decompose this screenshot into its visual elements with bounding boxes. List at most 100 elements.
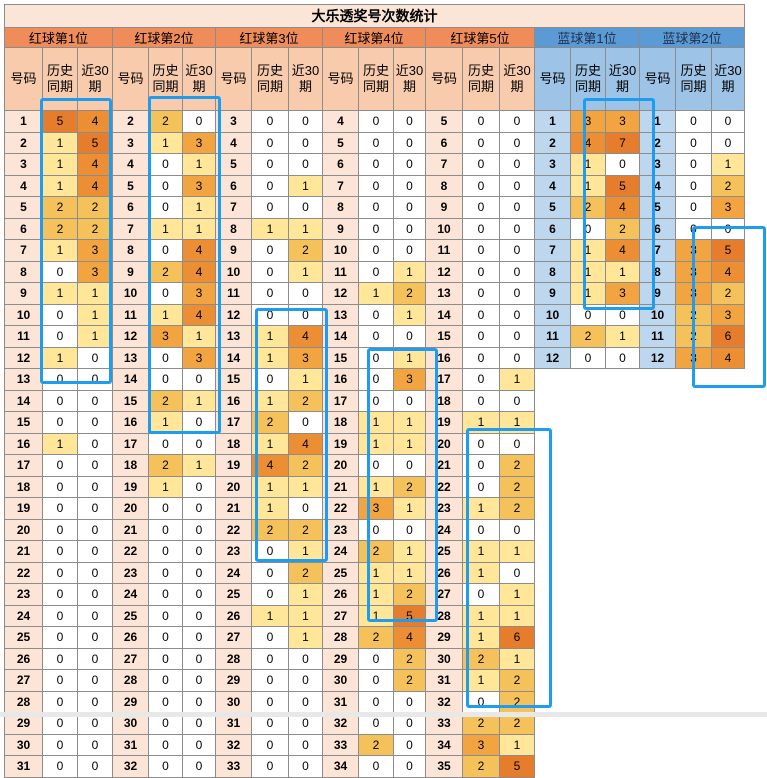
recent30-count: 0 — [711, 131, 745, 154]
ball-number: 17 — [4, 454, 43, 477]
recent30-count: 1 — [182, 153, 216, 176]
history-count: 2 — [148, 110, 183, 133]
recent30-count: 0 — [182, 518, 216, 541]
ball-number: 10 — [322, 239, 359, 262]
recent30-count: 1 — [605, 325, 640, 348]
recent30-count: 2 — [288, 239, 323, 262]
recent30-count: 5 — [499, 755, 535, 778]
recent30-count: 1 — [393, 303, 426, 326]
history-count: 0 — [148, 690, 183, 713]
ball-number: 23 — [425, 497, 463, 520]
ball-number: 11 — [4, 325, 43, 348]
highlight-box-3 — [255, 308, 328, 562]
recent30-count: 0 — [288, 647, 323, 670]
history-count: 0 — [148, 174, 183, 197]
recent30-count: 0 — [288, 669, 323, 692]
history-count: 0 — [251, 626, 289, 649]
history-count: 0 — [675, 174, 712, 197]
empty-cell — [605, 755, 640, 777]
ball-number: 8 — [112, 239, 149, 262]
ball-number: 4 — [322, 110, 359, 133]
col-header-recent30: 近30期 — [393, 47, 426, 111]
ball-number: 10 — [112, 282, 149, 305]
recent30-count: 1 — [182, 325, 216, 348]
empty-cell — [534, 669, 571, 691]
history-count: 0 — [148, 583, 183, 606]
ball-number: 6 — [322, 153, 359, 176]
empty-cell — [605, 669, 640, 691]
highlight-box-1 — [40, 98, 112, 384]
ball-number: 24 — [425, 518, 463, 541]
ball-number: 8 — [425, 174, 463, 197]
ball-number: 21 — [215, 497, 252, 520]
history-count: 0 — [462, 174, 500, 197]
col-header-history: 历史同期 — [358, 47, 394, 111]
empty-cell — [605, 368, 640, 390]
history-count: 1 — [251, 497, 289, 520]
ball-number: 10 — [4, 303, 43, 326]
ball-number: 23 — [215, 540, 252, 563]
empty-cell — [639, 519, 676, 541]
ball-number: 7 — [534, 239, 571, 262]
ball-number: 30 — [215, 690, 252, 713]
history-count: 0 — [42, 626, 78, 649]
recent30-count: 2 — [711, 282, 745, 305]
ball-number: 18 — [215, 432, 252, 455]
empty-cell — [675, 390, 712, 412]
recent30-count: 0 — [77, 454, 113, 477]
recent30-count: 0 — [288, 755, 323, 778]
table-row: 15 0 0 16 1 0 17 2 0 18 1 1 19 1 1 — [4, 411, 745, 434]
empty-cell — [711, 411, 745, 433]
empty-cell — [605, 605, 640, 627]
ball-number: 9 — [425, 196, 463, 219]
recent30-count: 0 — [77, 604, 113, 627]
ball-number: 15 — [4, 411, 43, 434]
ball-number: 3 — [112, 131, 149, 154]
empty-cell — [534, 519, 571, 541]
ball-number: 26 — [4, 647, 43, 670]
ball-number: 4 — [639, 174, 676, 197]
recent30-count: 3 — [711, 196, 745, 219]
history-count: 0 — [358, 325, 394, 348]
ball-number: 33 — [215, 755, 252, 778]
ball-number: 3 — [215, 110, 252, 133]
recent30-count: 4 — [182, 239, 216, 262]
col-header-recent30: 近30期 — [288, 47, 323, 111]
history-count: 0 — [42, 303, 78, 326]
empty-cell — [675, 755, 712, 777]
recent30-count: 1 — [182, 217, 216, 240]
ball-number: 18 — [4, 475, 43, 498]
recent30-count: 1 — [288, 626, 323, 649]
table-row: 25 0 0 26 0 0 27 0 1 28 2 4 29 1 6 — [4, 626, 745, 649]
recent30-count: 0 — [77, 497, 113, 520]
history-count: 2 — [148, 454, 183, 477]
ball-number: 29 — [322, 647, 359, 670]
recent30-count: 1 — [499, 583, 535, 606]
recent30-count: 1 — [393, 346, 426, 369]
recent30-count: 0 — [182, 669, 216, 692]
ball-number: 19 — [215, 454, 252, 477]
history-count: 0 — [148, 669, 183, 692]
empty-cell — [639, 497, 676, 519]
empty-cell — [675, 605, 712, 627]
recent30-count: 1 — [77, 303, 113, 326]
ball-number: 29 — [425, 626, 463, 649]
ball-number: 13 — [425, 282, 463, 305]
history-count: 0 — [358, 669, 394, 692]
recent30-count: 0 — [77, 368, 113, 391]
ball-number: 14 — [215, 346, 252, 369]
bottom-scroll-strip — [0, 712, 767, 717]
table-row: 6 2 2 7 1 1 8 1 1 9 0 0 10 0 0 6 0 2 6 0 0 — [4, 217, 745, 240]
history-count: 0 — [358, 196, 394, 219]
highlight-box-4 — [367, 348, 438, 622]
empty-cell — [534, 605, 571, 627]
ball-number: 25 — [215, 583, 252, 606]
ball-number: 11 — [639, 325, 676, 348]
empty-cell — [675, 626, 712, 648]
history-count: 1 — [462, 540, 500, 563]
history-count: 0 — [42, 561, 78, 584]
ball-number: 16 — [425, 346, 463, 369]
recent30-count: 0 — [288, 110, 323, 133]
ball-number: 23 — [322, 518, 359, 541]
